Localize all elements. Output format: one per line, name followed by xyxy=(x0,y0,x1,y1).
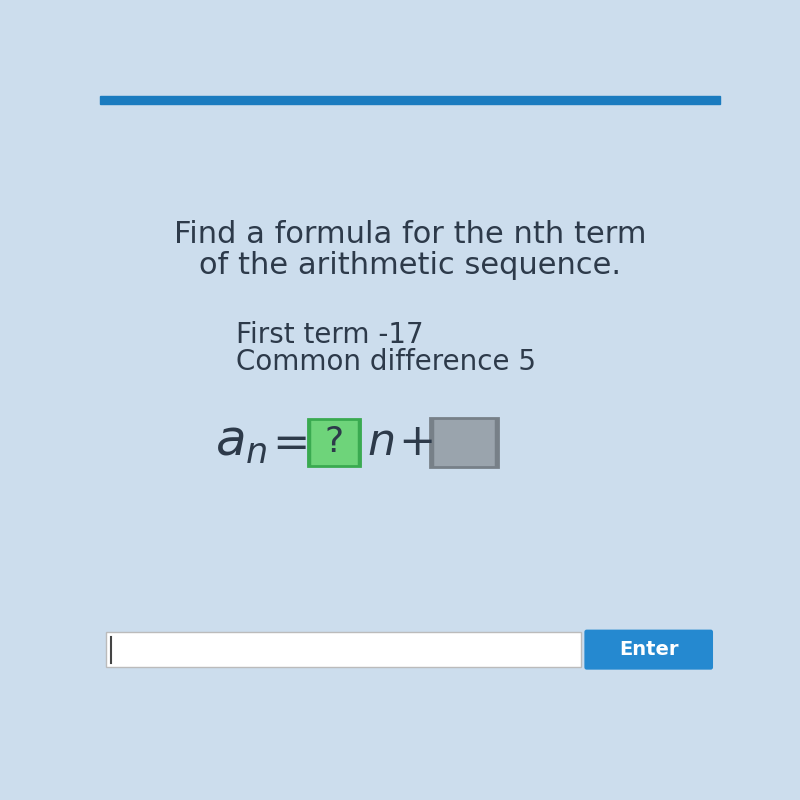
Text: $=$: $=$ xyxy=(264,421,308,464)
Bar xyxy=(430,418,498,467)
Bar xyxy=(308,419,361,466)
Text: $n$: $n$ xyxy=(366,421,394,464)
Text: Find a formula for the nth term: Find a formula for the nth term xyxy=(174,220,646,249)
FancyBboxPatch shape xyxy=(584,630,713,670)
Text: of the arithmetic sequence.: of the arithmetic sequence. xyxy=(199,251,621,280)
Bar xyxy=(106,632,581,667)
Text: $a_n$: $a_n$ xyxy=(214,418,267,467)
Text: First term -17: First term -17 xyxy=(236,321,423,349)
Text: ?: ? xyxy=(325,426,344,459)
Text: Common difference 5: Common difference 5 xyxy=(236,348,536,376)
Text: Enter: Enter xyxy=(619,640,678,659)
Bar xyxy=(100,96,720,104)
Text: $+$: $+$ xyxy=(398,421,432,464)
